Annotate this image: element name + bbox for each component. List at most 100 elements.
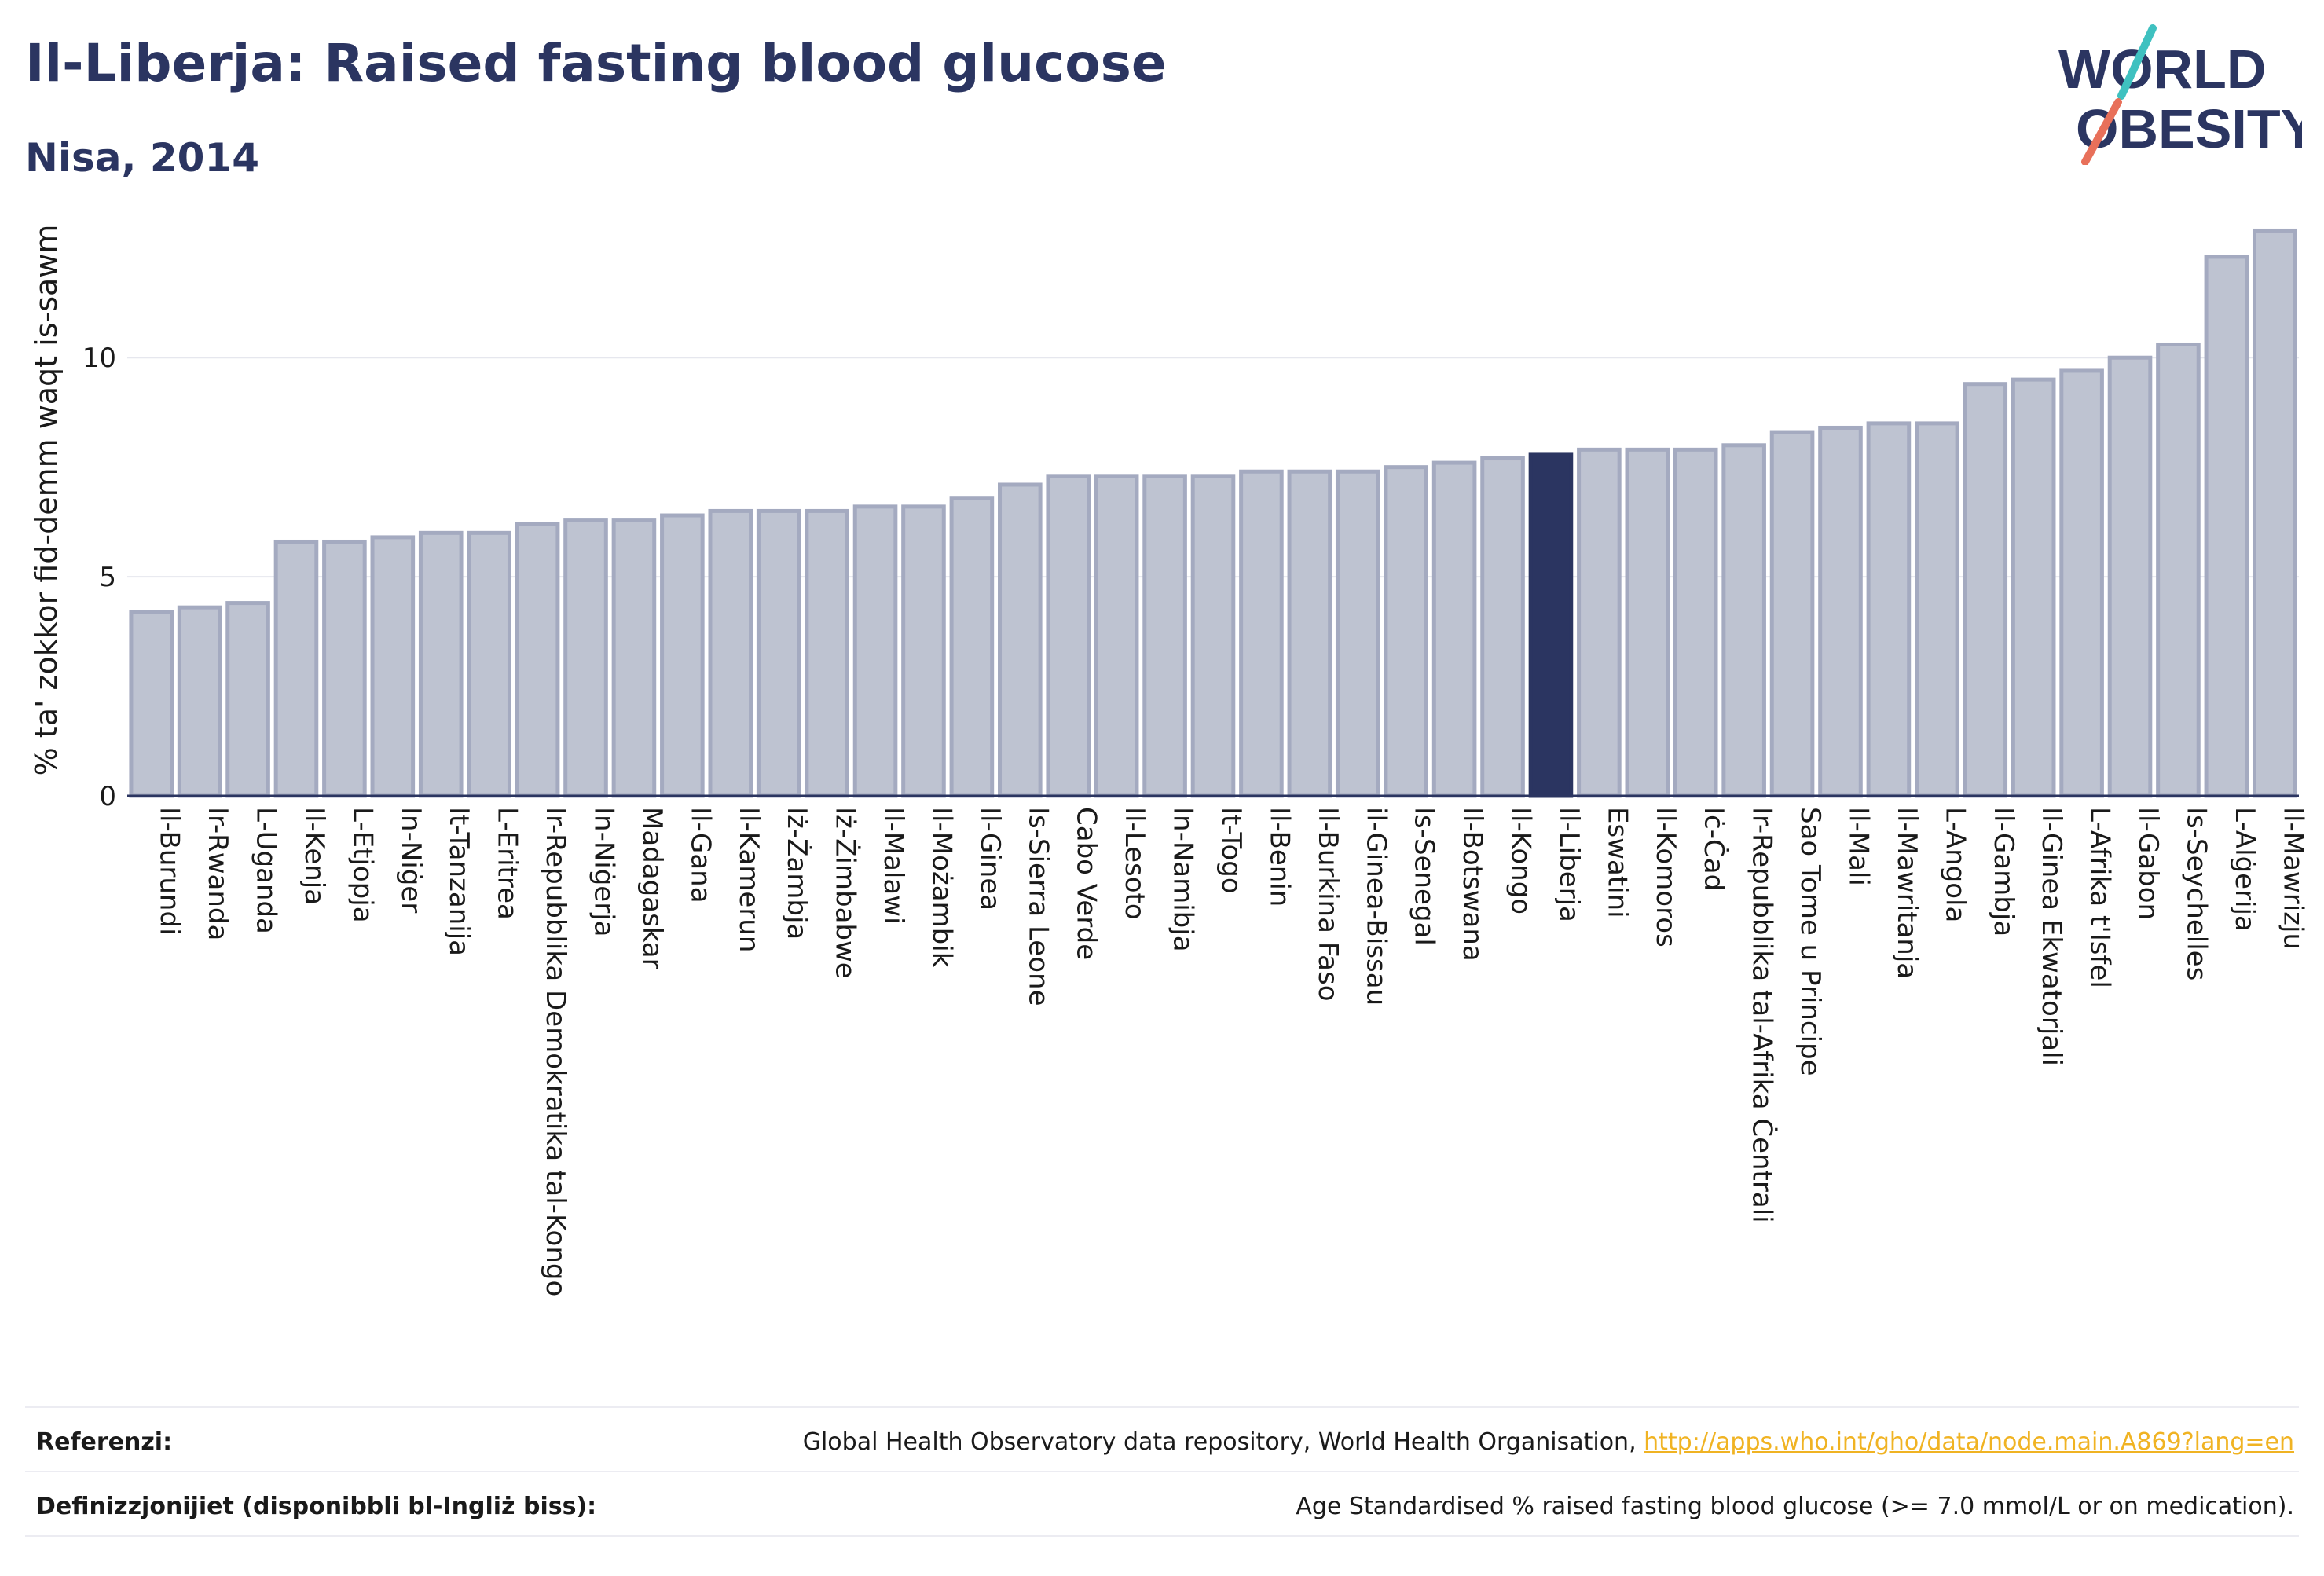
bar — [1335, 469, 1380, 798]
x-tick-label: L-Angola — [1939, 807, 1970, 922]
bar — [467, 530, 511, 798]
bar — [1431, 460, 1477, 798]
bar — [1963, 382, 2008, 798]
x-tick-label: Il-Botswana — [1457, 807, 1488, 962]
x-tick-label: Ir-Repubblika Demokratika tal-Kongo — [540, 807, 571, 1296]
x-tick-label: Il-Ginea Ekwatorjali — [2036, 807, 2067, 1066]
x-tick-label: il-Ginea-Bissau — [1360, 807, 1391, 1006]
y-axis-label: % ta' zokkor fid-demm waqt is-sawm — [29, 225, 64, 776]
chart-subtitle: Nisa, 2014 — [25, 135, 260, 181]
x-tick-label: Il-Mali — [1842, 807, 1874, 886]
bar — [1915, 421, 1959, 798]
x-tick-label: Is-Senegal — [1409, 807, 1440, 946]
x-tick-label: Ir-Repubblika tal-Afrika Ċentrali — [1747, 807, 1779, 1223]
x-tick-label: Il-Ginea — [974, 807, 1006, 911]
x-tick-label: In-Niġer — [395, 807, 427, 913]
bar — [1142, 474, 1187, 798]
x-tick-label: Sao Tome u Principe — [1794, 807, 1826, 1076]
chart-title: Il-Liberja: Raised fasting blood glucose — [25, 33, 1167, 93]
logo-line1: WORLD — [2058, 38, 2266, 100]
bar — [756, 508, 801, 798]
x-tick-label: Il-Kenja — [299, 807, 330, 905]
world-obesity-logo: WORLD OBESITY — [2058, 24, 2302, 165]
x-tick-label: Madagaskar — [636, 807, 668, 969]
references-label: Referenzi: — [36, 1428, 173, 1456]
x-tick-label: Il-Liberja — [1553, 807, 1585, 922]
references-link[interactable]: http://apps.who.int/gho/data/node.main.A… — [1644, 1428, 2294, 1456]
y-tick-label: 0 — [99, 781, 116, 812]
x-tick-label: Il-Kamerun — [733, 807, 764, 952]
bar — [2204, 255, 2249, 798]
x-tick-label: Il-Gambja — [1988, 807, 2019, 936]
x-tick-label: L-Eritrea — [492, 807, 523, 920]
bar — [129, 610, 174, 798]
x-tick-label: Il-Komoros — [1650, 807, 1681, 947]
bar — [1094, 474, 1139, 798]
x-tick-label: L-Alġerija — [2229, 807, 2260, 932]
bar — [177, 605, 222, 798]
bar — [852, 504, 898, 798]
x-tick-label: Iċ-Ċad — [1698, 807, 1730, 891]
bar-chart: 0 5 10 % ta' zokkor fid-demm waqt is-sawm Il… — [29, 225, 2308, 1297]
bar — [708, 508, 753, 798]
x-tick-label: It-Togo — [1215, 807, 1247, 894]
x-tick-label: Iż-Żambja — [781, 807, 812, 940]
x-tick-label: Eswatini — [1601, 807, 1633, 918]
bar — [1190, 474, 1236, 798]
x-tick-label: Il-Mawrizju — [2277, 807, 2308, 950]
x-tick-label: Il-Burkina Faso — [1312, 807, 1343, 1002]
bar — [2059, 368, 2104, 798]
bar — [418, 530, 464, 798]
bar — [660, 513, 705, 798]
bar — [805, 508, 849, 798]
x-tick-label: Cabo Verde — [1071, 807, 1102, 960]
bar — [273, 539, 319, 798]
logo-slash-top — [2117, 24, 2157, 100]
x-tick-label: Is-Seychelles — [2180, 807, 2212, 980]
bar — [370, 535, 416, 798]
x-tick-label: Il-Lesoto — [1119, 807, 1150, 920]
y-tick-label: 5 — [99, 562, 116, 593]
x-tick-label: Il-Gana — [684, 807, 716, 903]
x-tick-label: Il-Malawi — [878, 807, 909, 924]
bar — [1577, 447, 1622, 798]
y-tick-label: 10 — [82, 343, 116, 374]
x-tick-label: It-Tanzanija — [443, 807, 475, 956]
bar — [611, 518, 657, 798]
x-tick-label: Il-Benin — [1263, 807, 1295, 907]
x-tick-label: Il-Gabon — [2132, 807, 2164, 920]
bar — [1769, 430, 1815, 798]
bar — [563, 518, 608, 798]
x-tick-label: L-Etjopja — [346, 807, 378, 923]
definitions-value: Age Standardised % raised fasting blood … — [1296, 1493, 2294, 1520]
x-tick-label: Ir-Rwanda — [202, 807, 233, 940]
bar — [515, 522, 560, 798]
x-tick-label: Il-Kongo — [1505, 807, 1537, 914]
bar — [225, 601, 270, 798]
x-tick-label: L-Afrika t'Isfel — [2084, 807, 2116, 988]
x-tick-label: Il-Mawritanja — [1891, 807, 1923, 979]
x-tick-label: L-Uganda — [251, 807, 282, 934]
bar — [322, 539, 367, 798]
logo-slash-bottom — [2081, 98, 2122, 165]
bar — [1480, 456, 1525, 798]
bar — [1721, 443, 1766, 798]
bar — [1866, 421, 1912, 798]
bar — [1239, 469, 1284, 798]
footer-divider-middle — [25, 1471, 2299, 1472]
bar — [2107, 355, 2153, 798]
bar — [1528, 452, 1574, 798]
x-tick-label: In-Niġerja — [588, 807, 620, 936]
bar — [2156, 342, 2201, 798]
definitions-label: Definizzjonijiet (disponibbli bl-Ingliż … — [36, 1493, 597, 1520]
bar — [901, 504, 946, 798]
bar — [1287, 469, 1332, 798]
bar — [1384, 465, 1428, 798]
bar — [949, 496, 995, 798]
references-text: Global Health Observatory data repositor… — [802, 1428, 1644, 1456]
x-tick-label: Il-Burundi — [154, 807, 185, 936]
footer-divider-top — [25, 1406, 2299, 1408]
bar — [1625, 447, 1670, 798]
bar — [2252, 228, 2297, 798]
bar — [1818, 425, 1863, 798]
